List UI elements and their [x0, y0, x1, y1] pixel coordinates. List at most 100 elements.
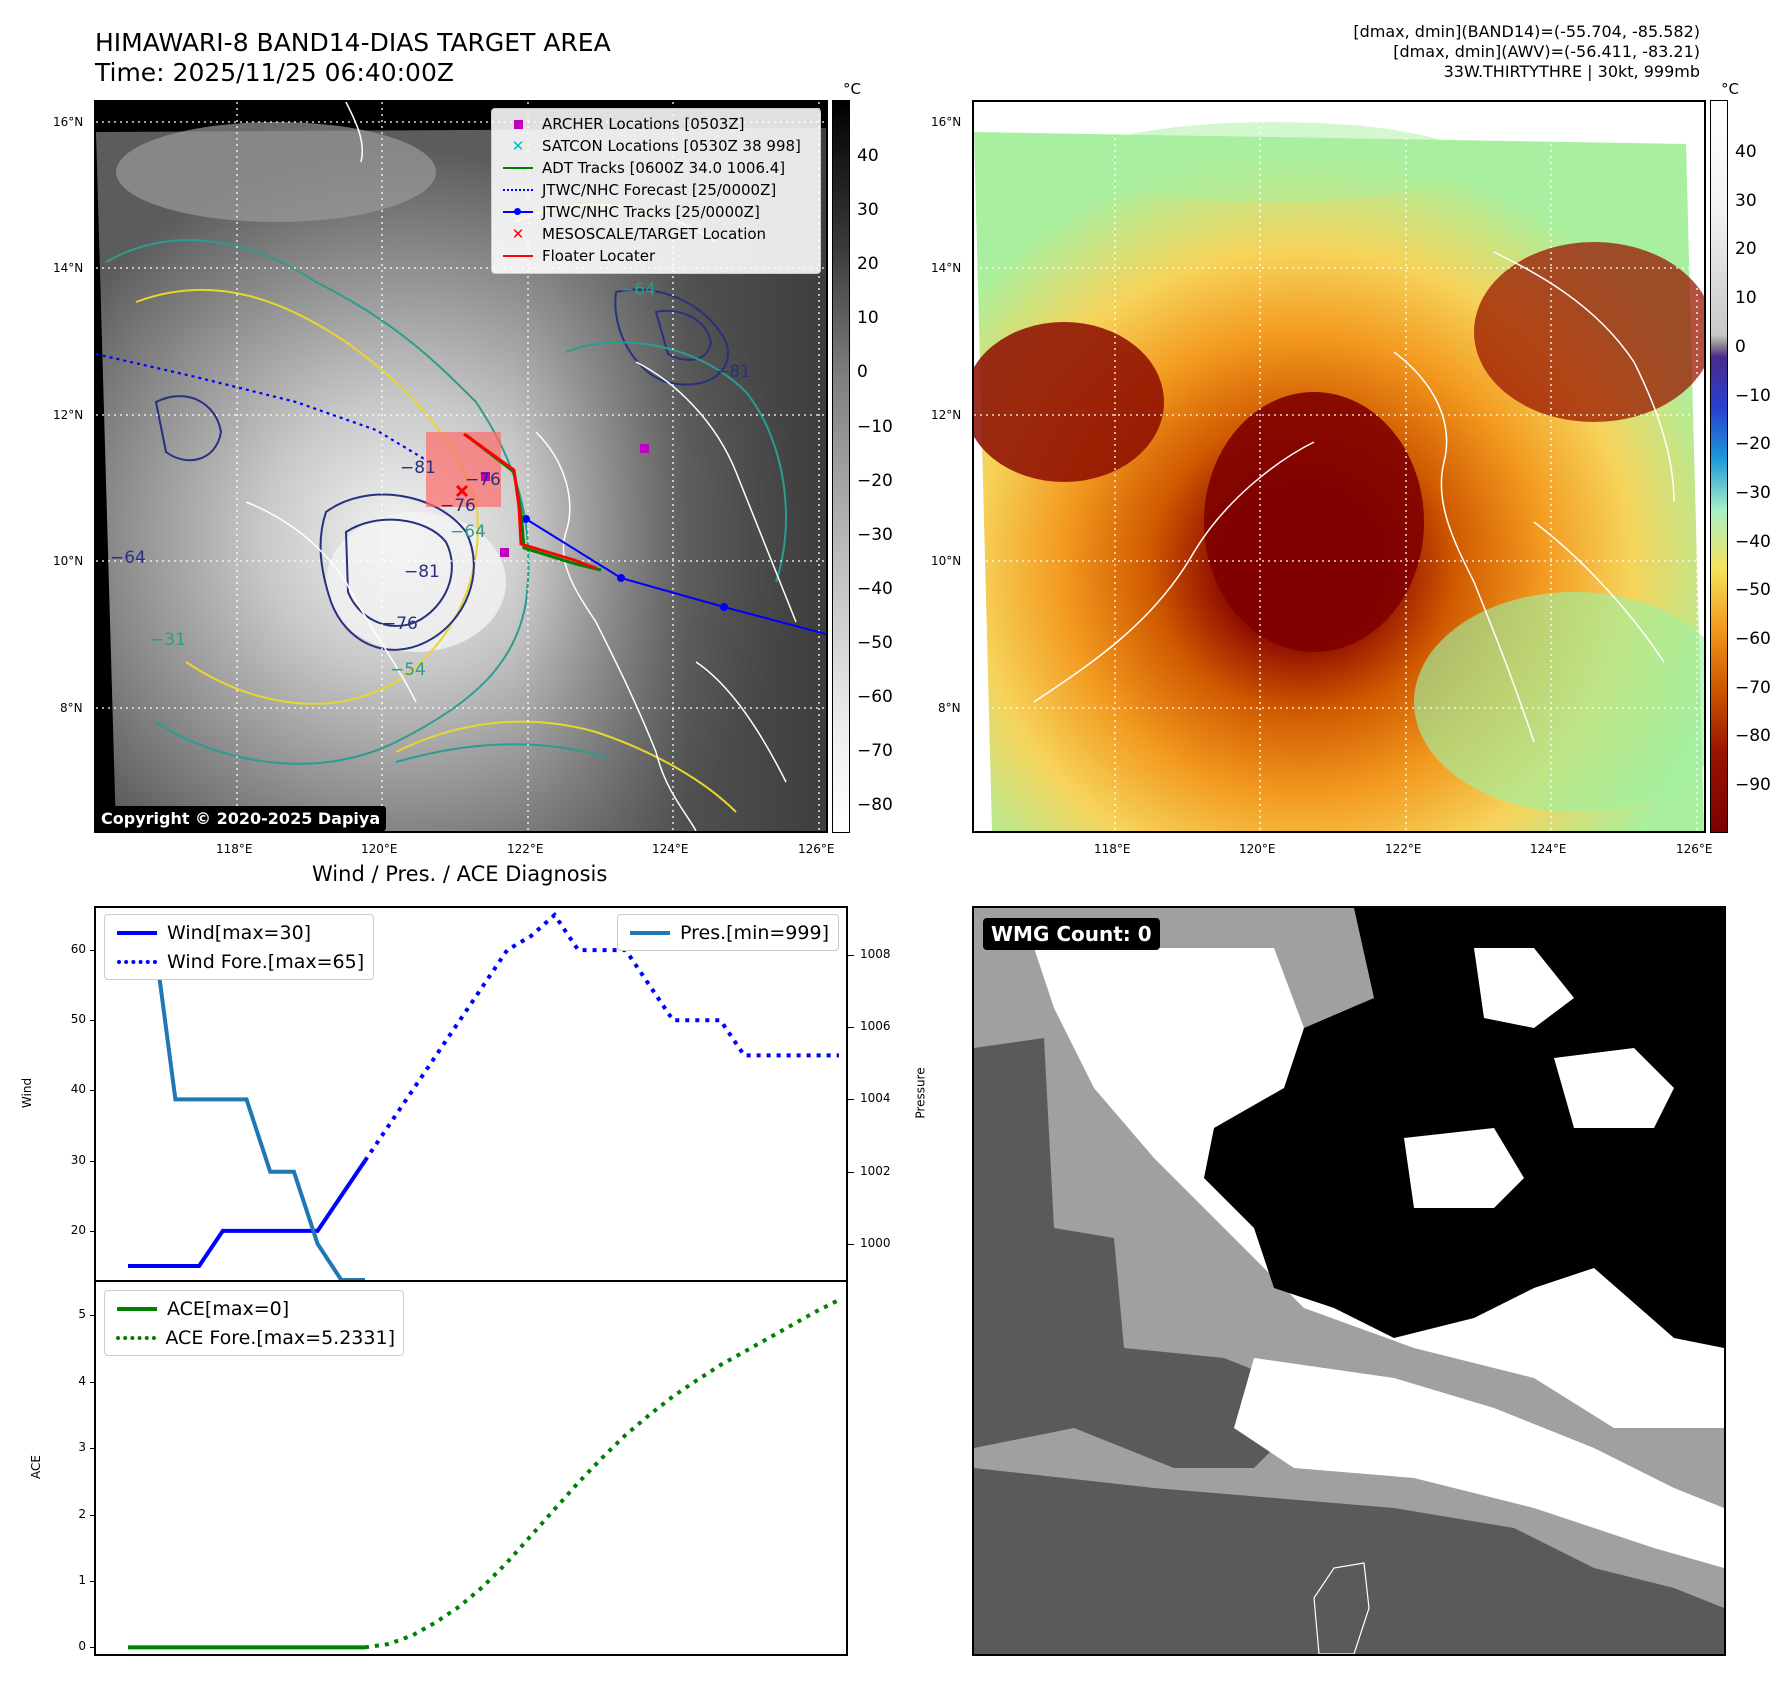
figure-title-line2: Time: 2025/11/25 06:40:00Z	[95, 58, 454, 87]
right-colorbar-tick: −70	[1735, 677, 1771, 698]
left-colorbar-tick: −30	[857, 524, 893, 545]
pressure-y-tick: 1000	[860, 1235, 891, 1250]
lat-tick: 16°N	[931, 115, 962, 129]
wind-y-tick-mark	[90, 950, 96, 952]
pressure-y-tick-mark	[848, 1243, 854, 1245]
right-colorbar-tick: −10	[1735, 385, 1771, 406]
ace-chart-panel	[94, 1280, 848, 1656]
left-colorbar-tick: 40	[857, 146, 879, 166]
right-colorbar-tick: −20	[1735, 434, 1771, 455]
right-colorbar-tick: 30	[1735, 190, 1757, 211]
jtwc-track	[525, 518, 826, 635]
legend-item-pressure: Pres.[min=999]	[626, 918, 830, 947]
lat-tick: 8°N	[938, 701, 961, 715]
ace-y-tick: 3	[78, 1440, 86, 1455]
contour-label: −31	[150, 630, 186, 650]
wind-y-tick-mark	[90, 1160, 96, 1162]
diagnosis-title: Wind / Pres. / ACE Diagnosis	[312, 862, 608, 886]
copyright-badge: Copyright © 2020-2025 Dapiya	[95, 806, 387, 831]
left-colorbar-tick: −20	[857, 470, 893, 491]
wmg-count-badge: WMG Count: 0	[983, 918, 1160, 950]
lat-tick: 8°N	[60, 701, 83, 715]
legend-item-ace: ACE[max=0]	[113, 1294, 395, 1323]
lat-tick: 14°N	[53, 261, 84, 275]
right-colorbar-tick: −40	[1735, 531, 1771, 552]
wind-y-tick: 30	[70, 1152, 86, 1167]
contour-label: −76	[440, 496, 476, 516]
left-colorbar-tick: −70	[857, 741, 893, 762]
pressure-y-tick-mark	[848, 954, 854, 956]
ace-y-tick: 1	[78, 1572, 86, 1587]
left-colorbar	[832, 100, 850, 833]
info-line2: [dmax, dmin](AWV)=(-56.411, -83.21)	[1393, 42, 1700, 61]
lon-tick: 120°E	[361, 842, 398, 856]
ace-legend: ACE[max=0] ACE Fore.[max=5.2331]	[104, 1290, 404, 1356]
info-line1: [dmax, dmin](BAND14)=(-55.704, -85.582)	[1353, 22, 1700, 41]
lat-tick: 10°N	[53, 554, 84, 568]
right-colorbar-tick: −50	[1735, 580, 1771, 601]
series-line-2	[128, 916, 365, 1280]
right-colorbar-unit: °C	[1721, 80, 1739, 98]
pressure-y-tick-mark	[848, 1171, 854, 1173]
left-colorbar-unit: °C	[843, 80, 861, 98]
left-colorbar-tick: −10	[857, 416, 893, 437]
lat-tick: 12°N	[931, 408, 962, 422]
pressure-y-tick: 1002	[860, 1163, 891, 1178]
wind-legend: Wind[max=30] Wind Fore.[max=65]	[104, 914, 374, 980]
lon-tick: 124°E	[1530, 842, 1567, 856]
pressure-y-tick: 1006	[860, 1019, 891, 1034]
right-colorbar-tick: 20	[1735, 239, 1757, 260]
lon-tick: 120°E	[1239, 842, 1276, 856]
right-colorbar-tick: −80	[1735, 726, 1771, 747]
lat-tick: 12°N	[53, 408, 84, 422]
left-colorbar-tick: −50	[857, 632, 893, 653]
pressure-y-tick: 1008	[860, 946, 891, 961]
ace-y-tick-mark	[90, 1315, 96, 1317]
map-legend: ARCHER Locations [0503Z] ✕ SATCON Locati…	[491, 108, 821, 274]
legend-item-mesoscale: ✕ MESOSCALE/TARGET Location	[511, 225, 767, 243]
legend-item-satcon: ✕ SATCON Locations [0530Z 38 998]	[511, 137, 801, 155]
ace-y-tick: 5	[78, 1307, 86, 1322]
left-colorbar-tick: −80	[857, 795, 893, 816]
lon-tick: 122°E	[1385, 842, 1422, 856]
contour-label: −54	[390, 660, 426, 680]
contour-label: −81	[715, 362, 751, 382]
legend-item-archer: ARCHER Locations [0503Z]	[500, 113, 812, 135]
left-colorbar-tick: 10	[857, 308, 879, 329]
left-colorbar-tick: −40	[857, 578, 893, 599]
lat-tick: 14°N	[931, 261, 962, 275]
right-colorbar-tick: −90	[1735, 775, 1771, 796]
wind-y-tick: 20	[70, 1222, 86, 1237]
right-colorbar-tick: 40	[1735, 142, 1757, 162]
contour-label: −76	[465, 470, 501, 490]
legend-item-ace-forecast: ACE Fore.[max=5.2331]	[113, 1323, 395, 1352]
info-line3: 33W.THIRTYTHRE | 30kt, 999mb	[1443, 62, 1700, 81]
legend-item-floater: Floater Locater	[500, 245, 812, 267]
jtwc-forecast-track	[96, 352, 427, 461]
ace-y-tick-mark	[90, 1514, 96, 1516]
wind-y-tick-mark	[90, 1020, 96, 1022]
series-line-1	[364, 1298, 840, 1650]
lon-tick: 126°E	[1676, 842, 1713, 856]
wind-y-tick: 50	[70, 1012, 86, 1027]
right-colorbar	[1710, 100, 1728, 833]
left-colorbar-tick: −60	[857, 687, 893, 707]
lon-tick: 118°E	[216, 842, 253, 856]
ace-y-tick: 0	[78, 1639, 86, 1654]
pressure-y-tick-mark	[848, 1099, 854, 1101]
lon-tick: 124°E	[652, 842, 689, 856]
ace-y-tick-mark	[90, 1448, 96, 1450]
pressure-y-tick-mark	[848, 1027, 854, 1029]
awv-map-image	[974, 102, 1704, 831]
wmg-image	[974, 908, 1724, 1654]
band14-map-image	[96, 102, 826, 831]
contour-labels: −64 −76 −81 −54 −64 −81 −76 −81 −76 −64 …	[0, 0, 751, 680]
left-colorbar-tick: 0	[857, 362, 868, 383]
pressure-ylabel: Pressure	[913, 1067, 928, 1119]
contour-label: −64	[450, 522, 486, 542]
contour-label: −76	[382, 614, 418, 634]
series-line-0	[128, 1159, 367, 1268]
wmg-panel	[972, 906, 1726, 1656]
figure-title-line1: HIMAWARI-8 BAND14-DIAS TARGET AREA	[95, 28, 611, 57]
left-colorbar-tick: 20	[857, 254, 879, 275]
